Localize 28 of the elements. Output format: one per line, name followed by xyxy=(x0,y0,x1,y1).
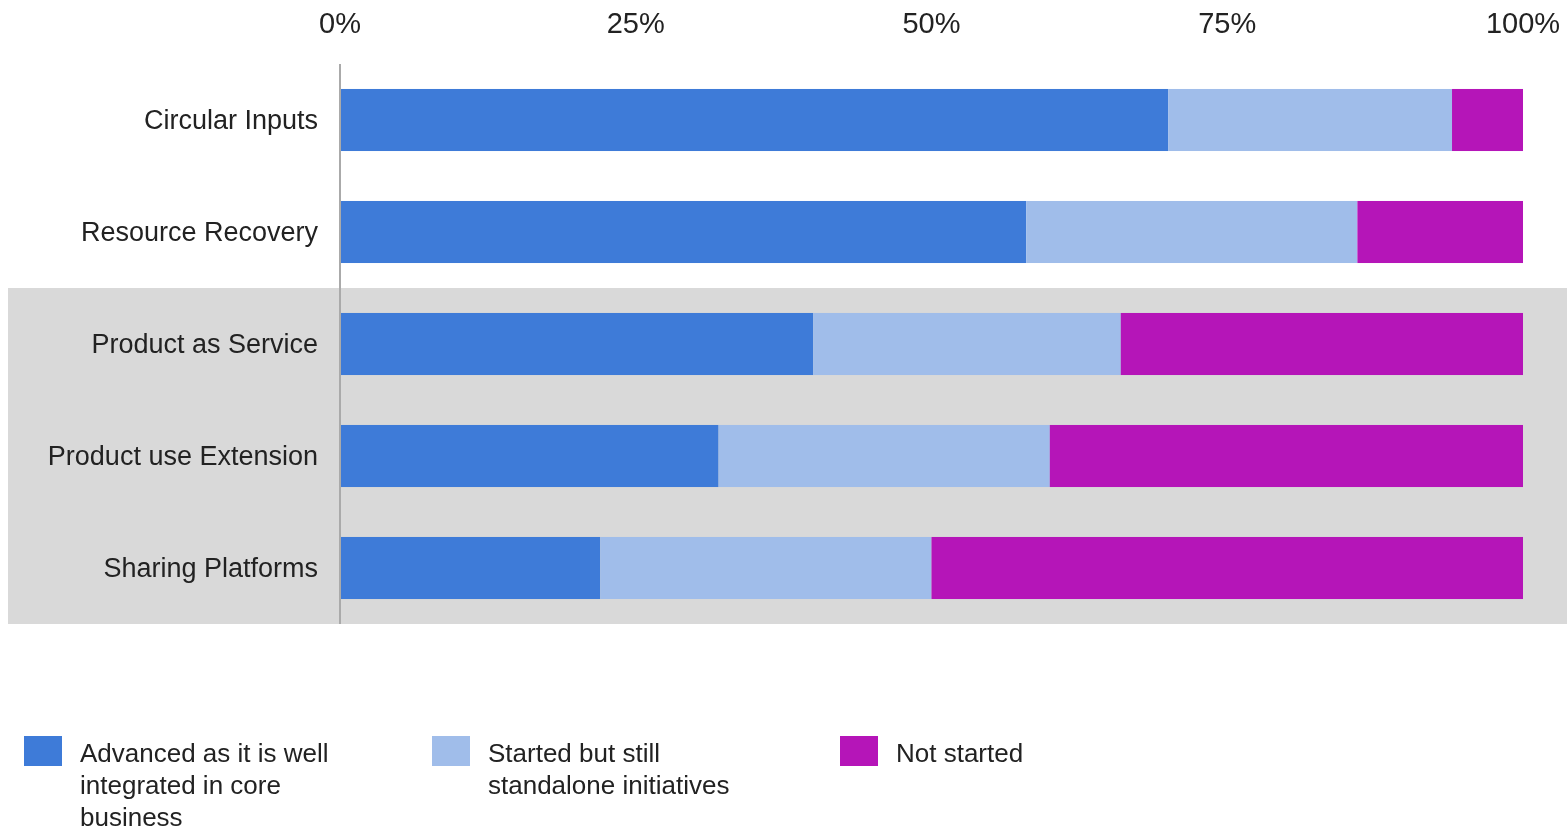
bar xyxy=(1049,424,1523,488)
bar xyxy=(340,312,814,376)
y-tick-label: Sharing Platforms xyxy=(103,553,318,583)
bar xyxy=(1120,312,1523,376)
bar xyxy=(813,312,1121,376)
bar xyxy=(1168,88,1453,152)
bar xyxy=(718,424,1050,488)
bar xyxy=(340,200,1027,264)
legend-label: Not started xyxy=(896,738,1024,768)
x-tick-label: 50% xyxy=(902,7,961,39)
legend-label: Started but still standalone initiatives xyxy=(488,738,730,800)
x-tick-label: 0% xyxy=(319,7,361,39)
y-tick-label: Product as Service xyxy=(91,329,318,359)
bar xyxy=(1452,88,1523,152)
x-tick-label: 75% xyxy=(1198,7,1257,39)
x-tick-label: 100% xyxy=(1485,7,1561,39)
x-tick-label: 25% xyxy=(606,7,665,39)
y-tick-label: Product use Extension xyxy=(47,441,318,471)
legend-label: Advanced as it is well integrated in core business xyxy=(80,738,329,829)
y-tick-label: Circular Inputs xyxy=(143,105,318,135)
bar xyxy=(1026,200,1358,264)
y-tick-label: Resource Recovery xyxy=(80,217,319,247)
bar xyxy=(340,536,601,600)
bar xyxy=(600,536,932,600)
bar xyxy=(931,536,1523,600)
bar xyxy=(340,424,719,488)
bar xyxy=(1357,200,1523,264)
bar xyxy=(340,88,1169,152)
